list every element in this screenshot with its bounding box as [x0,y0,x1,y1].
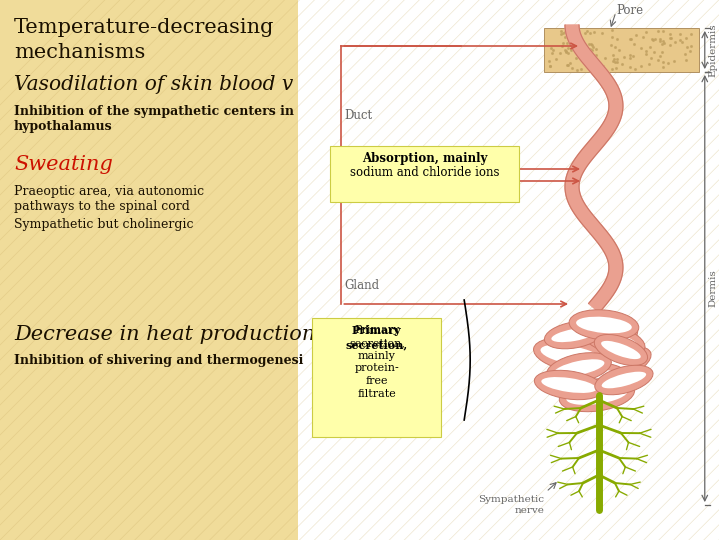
Bar [0,0,298,540]
Text: Absorption, mainly: Absorption, mainly [362,152,487,165]
Text: Sympathetic
nerve: Sympathetic nerve [478,495,544,515]
Ellipse shape [590,330,638,349]
Text: Inhibition of shivering and thermogenesi: Inhibition of shivering and thermogenesi [14,354,303,367]
Ellipse shape [556,370,622,390]
Text: Dermis: Dermis [708,269,718,307]
Ellipse shape [601,341,641,359]
Text: Sweating: Sweating [14,155,113,174]
Ellipse shape [590,353,644,377]
Ellipse shape [541,345,601,366]
Bar [544,28,699,72]
FancyBboxPatch shape [330,146,519,202]
Ellipse shape [549,363,629,397]
Ellipse shape [552,328,597,342]
Polygon shape [565,25,623,313]
Ellipse shape [544,321,603,349]
Ellipse shape [595,365,653,395]
Text: Gland: Gland [344,279,379,292]
Ellipse shape [569,310,639,340]
Text: Sympathetic but cholinergic: Sympathetic but cholinergic [14,218,194,231]
Ellipse shape [534,338,608,372]
Text: Pore: Pore [616,4,643,17]
Ellipse shape [602,372,646,388]
Text: Temperature-decreasing: Temperature-decreasing [14,18,274,37]
Ellipse shape [541,377,597,393]
Text: Epidermis: Epidermis [708,23,718,77]
Ellipse shape [559,379,634,411]
Text: mechanisms: mechanisms [14,43,145,62]
Text: hypothalamus: hypothalamus [14,120,112,133]
Ellipse shape [546,353,611,383]
Ellipse shape [583,324,645,356]
Ellipse shape [556,320,638,361]
Text: Duct: Duct [344,109,372,122]
Ellipse shape [594,334,647,366]
Ellipse shape [567,385,628,405]
Text: Primary
secretion,
mainly
protein-
free
filtrate: Primary secretion, mainly protein- free … [349,325,405,399]
Ellipse shape [582,346,651,384]
Text: Vasodilation of skin blood v: Vasodilation of skin blood v [14,75,293,94]
FancyBboxPatch shape [312,318,441,437]
Text: pathways to the spinal cord: pathways to the spinal cord [14,200,190,213]
Ellipse shape [576,316,632,333]
Text: Praeoptic area, via autonomic: Praeoptic area, via autonomic [14,185,204,198]
Text: Inhibition of the sympathetic centers in: Inhibition of the sympathetic centers in [14,105,294,118]
Ellipse shape [554,359,604,377]
Bar [298,0,719,540]
Text: Decrease in heat production: Decrease in heat production [14,325,315,344]
Text: Primary
secretion,: Primary secretion, [346,325,408,350]
Ellipse shape [534,370,603,400]
Text: sodium and chloride ions: sodium and chloride ions [350,166,500,179]
Ellipse shape [563,326,631,354]
